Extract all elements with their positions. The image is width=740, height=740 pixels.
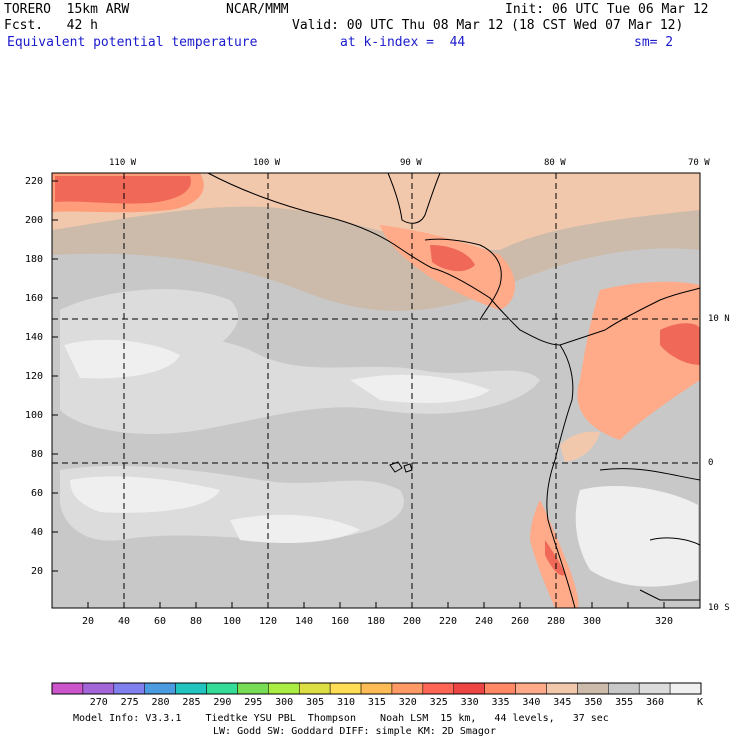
- y-tick-label: 140: [25, 332, 44, 343]
- model-label: TORERO 15km ARW: [4, 2, 130, 17]
- lat-label: 10 N: [708, 314, 730, 324]
- x-tick-label: 320: [655, 616, 674, 627]
- level-label: at k-index = 44: [340, 35, 466, 50]
- colorbar-label: 300: [275, 697, 294, 708]
- map-figure: [51, 172, 701, 609]
- lon-label: 90 W: [400, 158, 422, 168]
- colorbar-label: 315: [367, 697, 386, 708]
- init-label: Init: 06 UTC Tue 06 Mar 12: [505, 2, 709, 17]
- x-tick-label: 40: [118, 616, 131, 627]
- light-region: [60, 333, 540, 434]
- y-tick-label: 220: [25, 176, 44, 187]
- x-tick-label: 20: [82, 616, 95, 627]
- colorbar-label: 340: [522, 697, 541, 708]
- coastlines: [207, 172, 701, 609]
- galapagos-islands: [403, 463, 413, 473]
- y-tick-label: 20: [31, 566, 44, 577]
- colorbar-label: 270: [89, 697, 108, 708]
- x-tick-label: 260: [511, 616, 530, 627]
- colorbar-unit: K: [697, 697, 704, 708]
- colorbar-label: 295: [244, 697, 263, 708]
- x-tick-label: 300: [583, 616, 602, 627]
- lat-label: 0: [708, 458, 714, 468]
- colorbar-label: 345: [553, 697, 572, 708]
- hot-region: [545, 540, 565, 576]
- lighter-region: [64, 339, 180, 379]
- y-tick-marks: [52, 180, 58, 572]
- y-tick-label: 200: [25, 215, 44, 226]
- lon-label: 80 W: [544, 158, 566, 168]
- map-gridlines: [52, 173, 700, 608]
- y-tick-label: 100: [25, 410, 44, 421]
- x-tick-label: 140: [295, 616, 314, 627]
- colorbar-label: 330: [460, 697, 479, 708]
- colorbar-label: 320: [398, 697, 417, 708]
- peach-region: [560, 431, 600, 462]
- x-tick-label: 180: [367, 616, 386, 627]
- peach-region: [52, 173, 700, 250]
- coastline-caribbean: [424, 238, 502, 321]
- colorbar-label: 350: [584, 697, 603, 708]
- fcst-label: Fcst. 42 h: [4, 18, 98, 33]
- colorbar-label: 285: [182, 697, 201, 708]
- colorbar-label: 325: [429, 697, 448, 708]
- x-tick-label: 280: [547, 616, 566, 627]
- lighter-region: [230, 514, 360, 543]
- colorbar-label: 280: [151, 697, 170, 708]
- colorbar-label: 310: [336, 697, 356, 708]
- coastline-yucatan: [387, 172, 441, 224]
- hot-region: [55, 176, 191, 204]
- lighter-region: [350, 374, 490, 403]
- coastline-pacific: [207, 172, 606, 346]
- lighter-region: [70, 476, 220, 513]
- lon-label: 110 W: [109, 158, 137, 168]
- colorbar-label: 275: [120, 697, 139, 708]
- colorbar-label: 305: [306, 697, 325, 708]
- footer-physics-info: LW: Godd SW: Goddard DIFF: simple KM: 2D…: [213, 726, 496, 737]
- hot-region: [430, 245, 475, 272]
- lon-label: 70 W: [688, 158, 710, 168]
- y-tick-label: 120: [25, 371, 44, 382]
- x-tick-label: 80: [190, 616, 203, 627]
- x-tick-label: 60: [154, 616, 167, 627]
- colorbar-label: 355: [615, 697, 634, 708]
- hot-region: [660, 323, 700, 365]
- y-tick-label: 40: [31, 527, 44, 538]
- smooth-label: sm= 2: [634, 35, 674, 50]
- footer-model-info: Model Info: V3.3.1 Tiedtke YSU PBL Thomp…: [73, 713, 609, 724]
- map-field: [52, 173, 700, 608]
- x-tick-label: 200: [403, 616, 422, 627]
- lat-label: 10 S: [708, 603, 730, 613]
- border-south: [639, 589, 700, 601]
- x-tick-label: 100: [223, 616, 242, 627]
- x-tick-label: 220: [439, 616, 458, 627]
- colorbar-label: 360: [646, 697, 665, 708]
- org-label: NCAR/MMM: [226, 2, 289, 17]
- border-peru: [599, 468, 701, 481]
- x-tick-label: 160: [331, 616, 350, 627]
- x-tick-label: 240: [475, 616, 494, 627]
- lighter-region: [575, 485, 698, 587]
- x-tick-marks: [87, 602, 665, 608]
- colorbar-label: 335: [491, 697, 510, 708]
- coastline-colombia: [604, 287, 701, 331]
- y-tick-label: 60: [31, 488, 44, 499]
- y-tick-label: 160: [25, 293, 44, 304]
- x-tick-label: 120: [259, 616, 278, 627]
- border-bolivia: [649, 537, 701, 546]
- y-tick-label: 180: [25, 254, 44, 265]
- field-label: Equivalent potential temperature: [7, 35, 258, 50]
- valid-label: Valid: 00 UTC Thu 08 Mar 12 (18 CST Wed …: [292, 18, 684, 33]
- colorbar-label: 290: [213, 697, 232, 708]
- lon-label: 100 W: [253, 158, 281, 168]
- y-tick-label: 80: [31, 449, 44, 460]
- warm-region: [577, 281, 700, 440]
- coastline-south-america: [546, 344, 576, 609]
